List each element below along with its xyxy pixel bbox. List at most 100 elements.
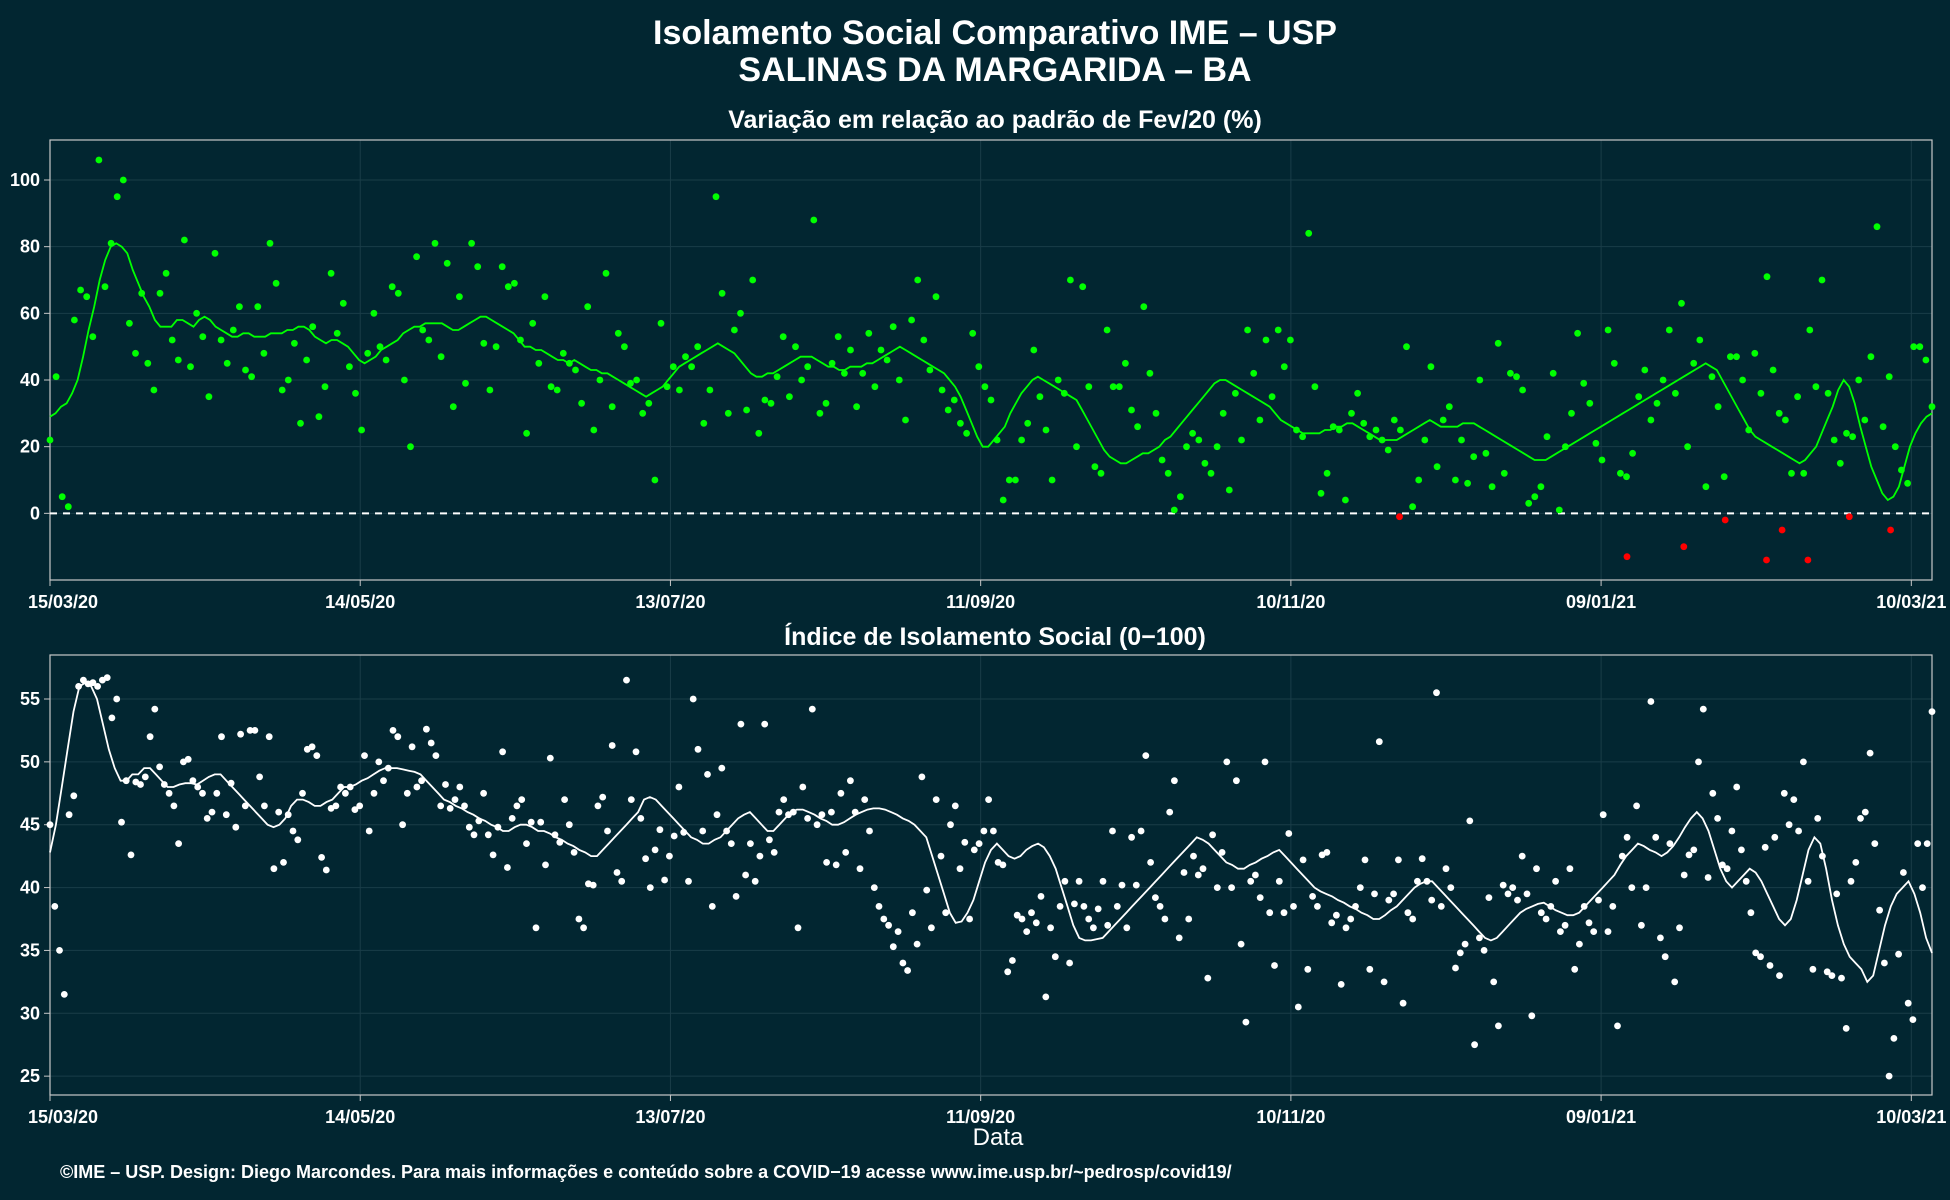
top-point-240	[1513, 373, 1520, 381]
bottom-point-325	[1595, 896, 1602, 904]
top-point-133	[859, 369, 867, 377]
top-xtick-label-6: 10/03/21	[1876, 592, 1946, 612]
top-point-14	[132, 349, 139, 357]
bottom-point-290	[1428, 896, 1436, 904]
top-point-165	[1054, 376, 1062, 384]
bottom-point-82	[437, 802, 445, 810]
bottom-point-232	[1152, 894, 1159, 901]
bottom-point-307	[1509, 884, 1517, 891]
top-point-114	[743, 406, 750, 414]
top-point-86	[572, 366, 579, 374]
bottom-point-19	[137, 781, 144, 788]
top-point-222	[1403, 343, 1410, 351]
top-point-242	[1525, 499, 1533, 507]
bottom-point-73	[394, 733, 402, 741]
bottom-point-246	[1218, 849, 1226, 856]
top-point-33	[248, 373, 256, 381]
bottom-point-340	[1666, 840, 1674, 847]
top-point-31	[236, 303, 243, 311]
bottom-point-323	[1585, 919, 1593, 927]
top-point-136	[877, 346, 885, 354]
top-point-128	[828, 359, 836, 367]
top-point-23	[187, 363, 194, 371]
bottom-point-238	[1180, 869, 1188, 876]
bottom-point-58	[322, 866, 330, 874]
top-point-229	[1445, 403, 1453, 411]
bottom-point-126	[646, 884, 654, 891]
bottom-point-52	[294, 836, 302, 844]
bottom-point-148	[751, 877, 759, 885]
top-point-140	[902, 416, 909, 424]
bottom-point-286	[1409, 915, 1417, 923]
bottom-point-356	[1742, 877, 1750, 885]
bottom-point-260	[1285, 830, 1293, 837]
bottom-point-78	[418, 777, 425, 785]
top-point-130	[841, 369, 848, 377]
top-point-77	[517, 336, 524, 344]
bottom-point-347	[1699, 705, 1707, 713]
top-point-147	[944, 406, 952, 414]
bottom-point-277	[1366, 965, 1374, 973]
top-point-68	[462, 379, 469, 387]
bottom-point-162	[818, 811, 826, 819]
bottom-point-372	[1819, 852, 1826, 860]
top-point-202	[1280, 363, 1288, 371]
bottom-point-285	[1404, 909, 1412, 917]
bottom-point-91	[480, 789, 487, 797]
bottom-point-87	[461, 802, 468, 810]
bottom-point-157	[794, 924, 802, 932]
bottom-point-23	[156, 763, 164, 771]
bottom-point-341	[1671, 978, 1679, 986]
bottom-point-353	[1728, 827, 1736, 835]
bottom-point-213	[1061, 877, 1069, 885]
bottom-panel-title: Índice de Isolamento Social (0−100)	[784, 622, 1206, 651]
bottom-point-363	[1776, 972, 1783, 979]
top-point-83	[553, 386, 561, 394]
bottom-point-292	[1437, 903, 1445, 910]
bottom-point-10	[94, 683, 101, 690]
top-xtick-label-2: 13/07/20	[635, 592, 705, 612]
top-point-251	[1580, 379, 1588, 387]
bottom-point-365	[1785, 821, 1793, 829]
bottom-point-13	[108, 714, 116, 722]
bottom-point-74	[399, 821, 406, 829]
top-point-187	[1189, 429, 1196, 437]
top-point-76	[511, 279, 518, 287]
bottom-point-219	[1090, 924, 1097, 932]
top-point-10	[107, 239, 115, 247]
bottom-point-321	[1576, 940, 1583, 948]
top-point-252	[1586, 399, 1594, 407]
bottom-point-376	[1838, 974, 1845, 982]
bottom-point-44	[256, 773, 263, 781]
top-point-174	[1109, 383, 1117, 391]
top-point-42	[303, 356, 310, 364]
bottom-point-165	[832, 861, 840, 869]
bottom-point-1	[51, 903, 59, 910]
bottom-point-250	[1237, 940, 1245, 948]
bottom-point-206	[1028, 909, 1035, 917]
top-point-296	[1855, 376, 1863, 384]
top-point-194	[1232, 389, 1239, 397]
top-point-120	[779, 333, 787, 341]
top-point-250	[1574, 329, 1581, 337]
bottom-point-163	[823, 859, 830, 866]
top-point-125	[810, 216, 818, 224]
bottom-point-349	[1709, 789, 1717, 797]
top-point-293	[1836, 459, 1844, 467]
top-point-16	[144, 359, 152, 367]
bottom-xtick-label-3: 11/09/20	[946, 1107, 1015, 1127]
top-point-62	[425, 336, 433, 344]
bottom-point-194	[970, 846, 978, 854]
top-point-66	[449, 403, 457, 411]
bottom-point-239	[1185, 915, 1193, 923]
bottom-point-381	[1861, 808, 1869, 816]
bottom-point-49	[280, 859, 287, 866]
top-negative-point-late-2	[1763, 556, 1770, 564]
bottom-point-41	[241, 802, 249, 810]
top-point-259	[1629, 449, 1636, 457]
bottom-point-196	[980, 827, 988, 835]
top-point-162	[1036, 393, 1044, 401]
top-point-286	[1794, 393, 1801, 401]
top-point-301	[1885, 373, 1893, 381]
bottom-point-324	[1590, 928, 1598, 935]
